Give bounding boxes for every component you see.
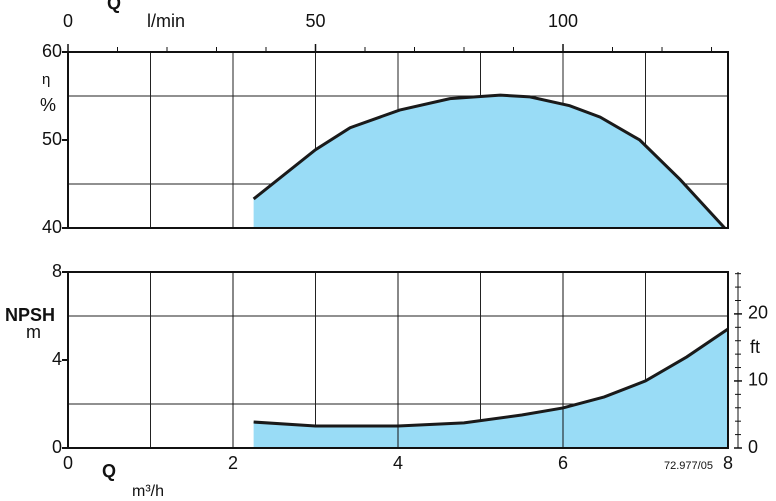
curve [252, 93, 726, 230]
x-tick-label: 0 [63, 453, 73, 473]
y2-tick-label: 20 [748, 303, 768, 323]
area-fill [253, 328, 728, 448]
x-tick-label: 4 [393, 453, 403, 473]
x2-tick-label: 100 [548, 11, 578, 31]
y-tick-label: 40 [42, 217, 62, 237]
area-fill [253, 95, 725, 229]
x2-tick-label: 50 [305, 11, 325, 31]
figure-code: 72.977/05 [664, 460, 713, 472]
x-tick-label: 6 [558, 453, 568, 473]
y2-axis-label: ft [750, 337, 760, 357]
y-axis-label: η [42, 71, 50, 88]
x-tick-label: 2 [228, 453, 238, 473]
y2-tick-label: 10 [748, 370, 768, 390]
y-tick-label: 0 [52, 437, 62, 457]
x2-tick-label: 0 [63, 11, 73, 31]
y-axis-label: NPSH [5, 305, 55, 325]
curve [253, 327, 729, 428]
y-axis-unit: % [40, 95, 56, 115]
y-tick-label: 60 [42, 41, 62, 61]
top-axis-title: Q [107, 0, 121, 13]
y2-tick-label: 0 [748, 437, 758, 457]
y-tick-label: 8 [52, 261, 62, 281]
top-axis-unit: l/min [147, 11, 185, 31]
y-tick-label: 50 [42, 129, 62, 149]
x-axis-unit: m³/h [132, 483, 164, 500]
y-tick-label: 4 [52, 349, 62, 369]
x-tick-label: 8 [723, 453, 733, 473]
x-axis-title: Q [102, 461, 116, 481]
y-axis-unit: m [26, 322, 41, 342]
